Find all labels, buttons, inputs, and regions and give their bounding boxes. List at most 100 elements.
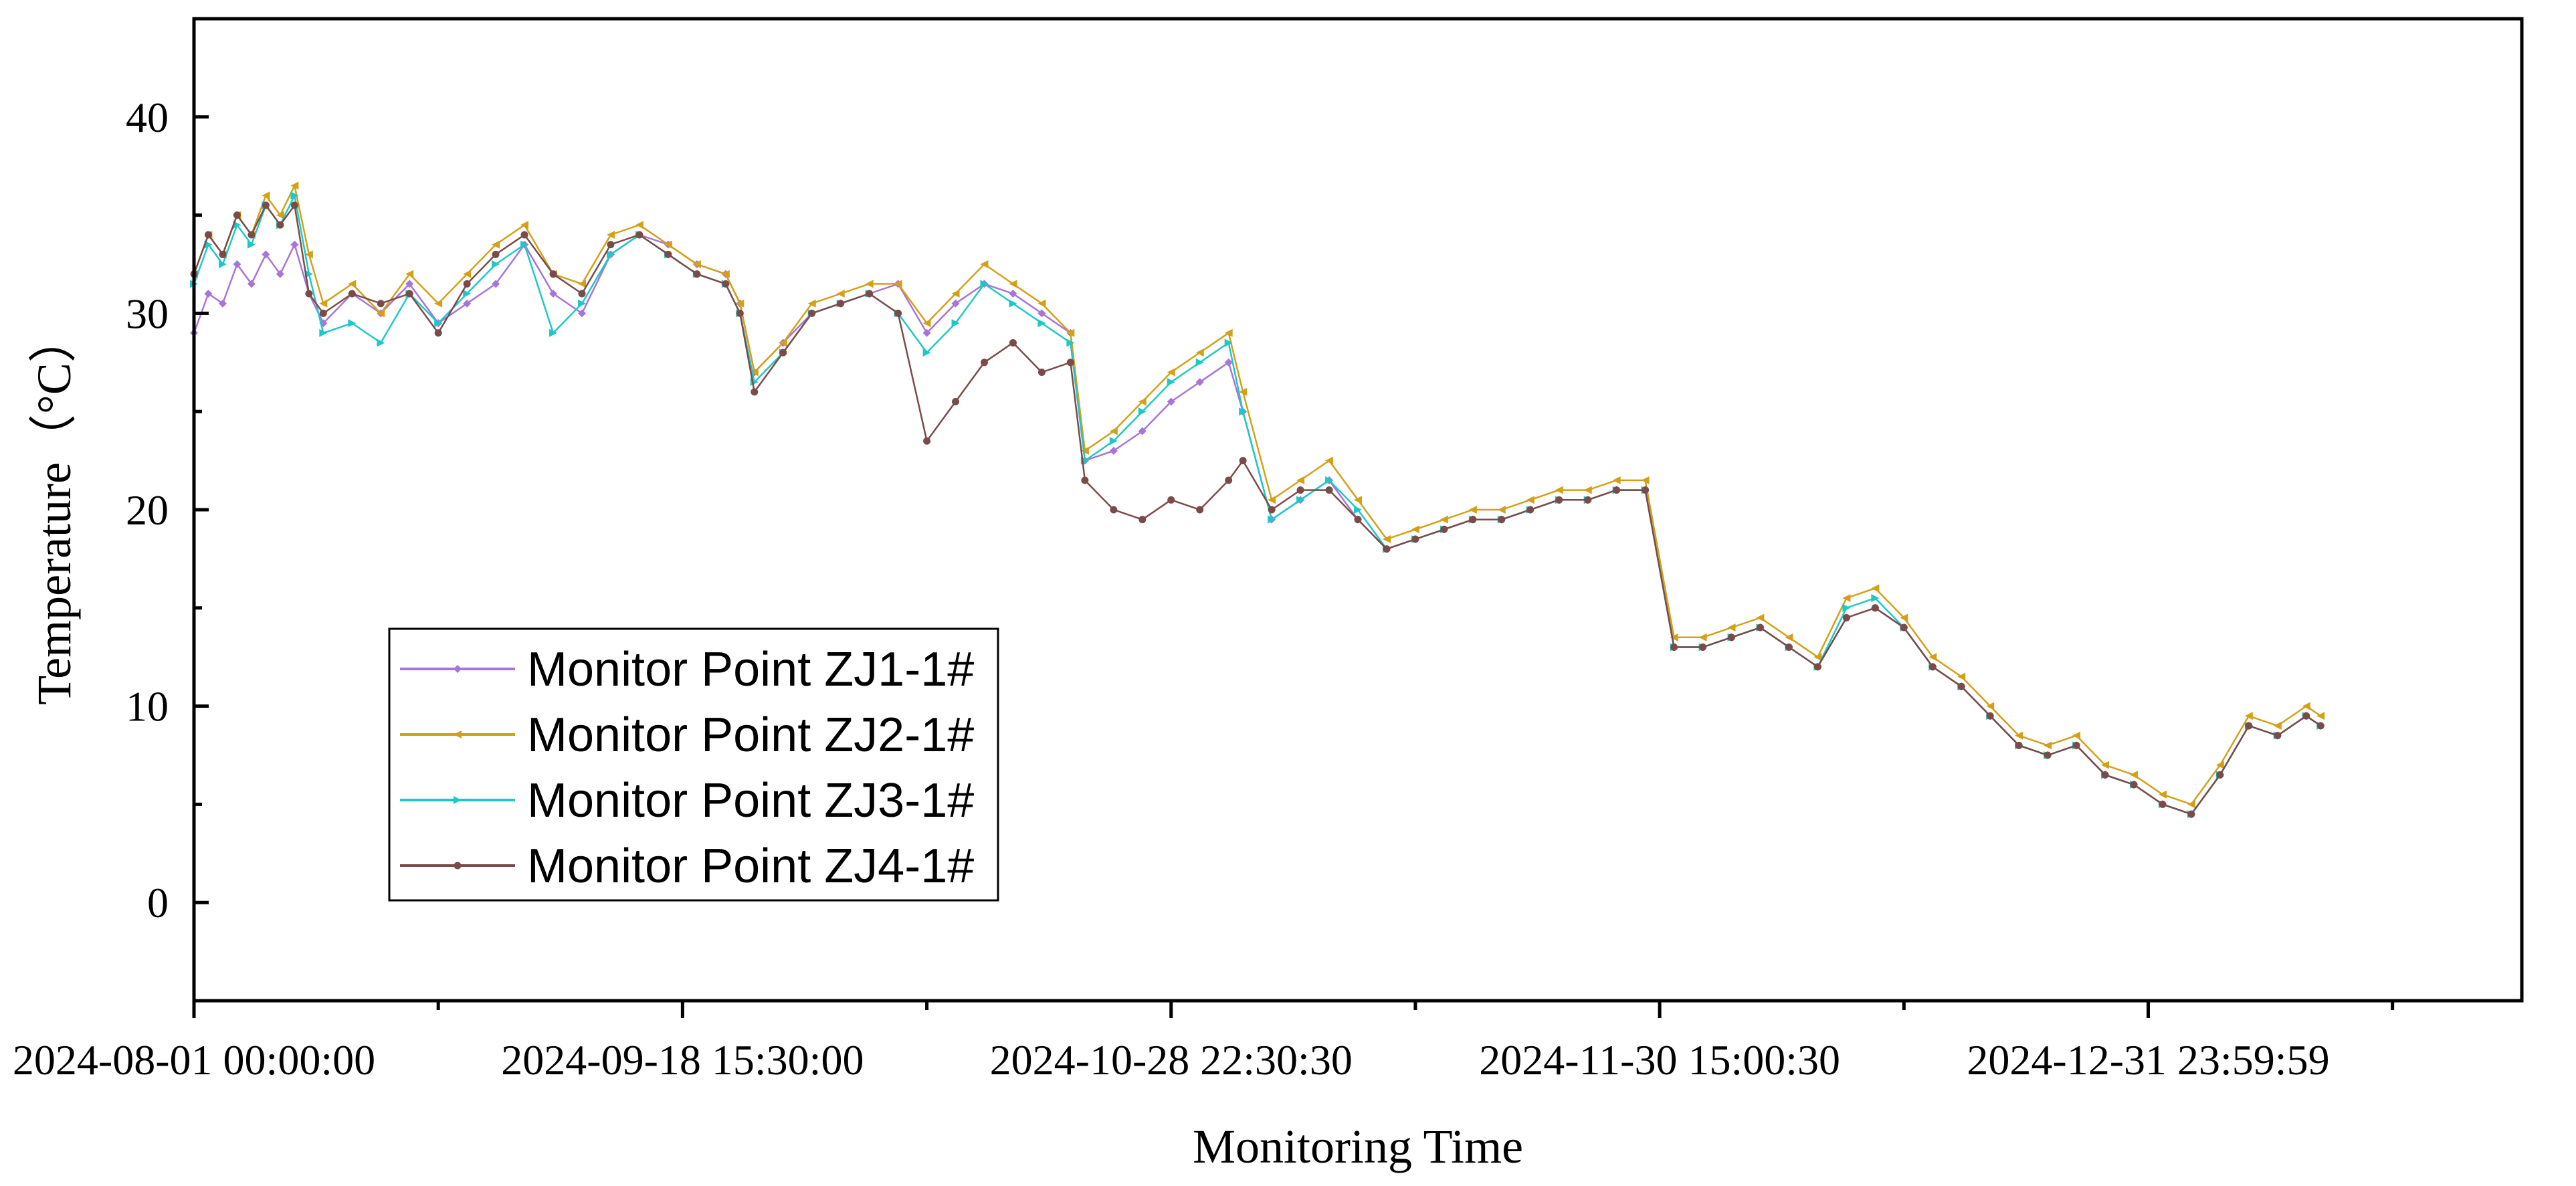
legend: Monitor Point ZJ1-1# Monitor Point ZJ2-1#…	[388, 627, 999, 902]
y-tick-label: 40	[126, 94, 169, 141]
data-point	[1411, 535, 1419, 543]
data-point	[1195, 378, 1204, 387]
data-point	[305, 290, 313, 298]
data-point	[377, 300, 385, 308]
data-point	[2316, 712, 2325, 720]
data-point	[290, 181, 299, 190]
data-point	[1037, 299, 1046, 308]
data-point	[736, 309, 744, 317]
data-point	[2130, 781, 2138, 789]
data-point	[1037, 368, 1046, 376]
series-line	[193, 204, 2322, 815]
data-point	[1354, 506, 1362, 514]
data-point	[736, 299, 745, 308]
x-tick-label: 2024-10-28 22:30:30	[990, 1036, 1353, 1084]
data-point	[1583, 486, 1592, 494]
legend-label: Monitor Point ZJ2-1#	[527, 708, 974, 762]
data-point	[923, 437, 931, 445]
data-point	[664, 240, 672, 249]
data-point	[1009, 299, 1017, 308]
data-point	[2015, 741, 2023, 749]
data-point	[405, 270, 414, 278]
data-point	[1986, 712, 1994, 720]
data-point	[1785, 644, 1793, 652]
data-point	[1555, 496, 1563, 504]
data-point	[606, 250, 615, 259]
y-tick-label: 0	[147, 879, 169, 926]
data-point	[1110, 506, 1118, 514]
data-point	[549, 290, 558, 298]
data-point	[233, 211, 241, 219]
data-point	[1928, 663, 1937, 671]
data-point	[348, 319, 357, 328]
data-point	[1440, 525, 1448, 533]
data-point	[779, 349, 787, 357]
data-point	[1225, 476, 1233, 484]
data-point	[980, 359, 988, 367]
data-point	[1224, 328, 1233, 337]
legend-item: Monitor Point ZJ2-1#	[400, 708, 974, 762]
data-point	[751, 388, 759, 396]
data-point	[2187, 800, 2195, 809]
data-point	[218, 299, 227, 308]
data-point	[922, 328, 931, 337]
data-point	[1354, 496, 1362, 504]
data-point	[262, 250, 270, 259]
data-point	[606, 230, 615, 239]
data-point	[405, 290, 413, 298]
data-point	[578, 290, 586, 298]
data-point	[1224, 338, 1233, 347]
legend-item: Monitor Point ZJ4-1#	[400, 839, 974, 893]
legend-item: Monitor Point ZJ3-1#	[400, 774, 974, 827]
data-point	[290, 240, 299, 249]
data-point	[377, 338, 385, 347]
data-point	[1296, 476, 1305, 484]
data-point	[1167, 397, 1175, 406]
data-point	[952, 398, 960, 406]
data-point	[1670, 633, 1678, 641]
data-point	[1986, 702, 1995, 710]
data-point	[1928, 653, 1937, 662]
data-point	[1411, 525, 1419, 534]
data-point	[1268, 496, 1276, 504]
data-point	[276, 270, 284, 278]
y-tick-label: 10	[126, 683, 169, 730]
data-point	[951, 319, 960, 328]
data-point	[2072, 731, 2081, 740]
data-point	[1138, 407, 1147, 416]
data-point	[1670, 644, 1678, 652]
data-point	[1195, 349, 1204, 357]
data-point	[1325, 486, 1333, 494]
series-4	[190, 201, 2324, 818]
data-point	[204, 290, 213, 298]
data-point	[463, 299, 472, 308]
data-point	[1957, 682, 1965, 690]
data-point	[1871, 604, 1879, 612]
data-point	[2101, 771, 2109, 779]
data-point	[463, 290, 472, 298]
data-point	[607, 241, 615, 249]
data-point	[1612, 476, 1621, 484]
data-point	[836, 290, 845, 298]
data-point	[1497, 506, 1506, 514]
legend-label: Monitor Point ZJ3-1#	[527, 774, 974, 827]
data-point	[2015, 731, 2023, 740]
data-point	[2158, 790, 2167, 799]
data-point	[262, 201, 270, 209]
data-point	[894, 309, 902, 317]
data-point	[434, 319, 443, 328]
data-point	[1239, 457, 1247, 465]
data-point	[1469, 516, 1477, 524]
data-point	[1699, 644, 1707, 652]
data-point	[692, 260, 701, 268]
data-point	[1066, 338, 1075, 347]
x-tick-label: 2024-08-01 00:00:00	[13, 1036, 375, 1084]
data-point	[1167, 368, 1175, 377]
data-point	[2072, 741, 2080, 749]
data-point	[894, 280, 902, 288]
data-point	[1138, 397, 1147, 406]
data-point	[348, 290, 356, 298]
data-point	[1871, 584, 1880, 593]
data-point	[1526, 506, 1534, 514]
